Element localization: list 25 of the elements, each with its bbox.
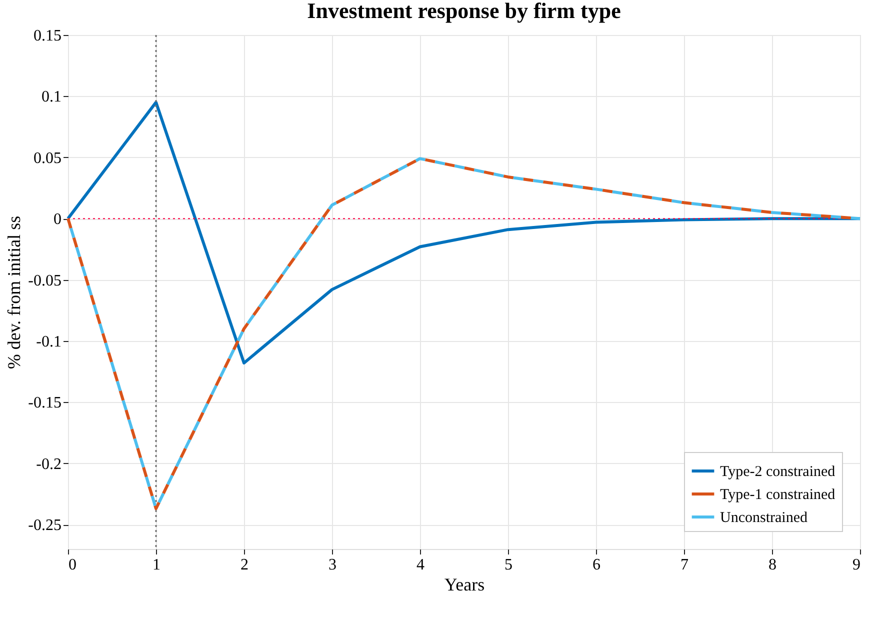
y-tick-label: -0.25	[28, 517, 62, 534]
x-tick-label: 4	[416, 556, 424, 574]
x-tick-label: 9	[852, 556, 860, 574]
legend-label: Unconstrained	[720, 510, 808, 526]
x-tick-label: 5	[504, 556, 512, 574]
x-tick-label: 3	[328, 556, 336, 574]
y-tick-label: -0.15	[28, 394, 62, 412]
x-tick-label: 0	[68, 556, 76, 574]
x-tick-label: 2	[240, 556, 248, 574]
y-tick-label: -0.2	[36, 456, 62, 473]
x-tick-label: 1	[152, 556, 160, 574]
y-tick-label: 0	[54, 211, 62, 228]
x-tick-label: 6	[592, 556, 600, 574]
legend-label: Type-1 constrained	[720, 487, 836, 503]
chart-title: Investment response by firm type	[307, 0, 622, 23]
y-tick-label: -0.05	[28, 272, 62, 290]
y-tick-label: 0.05	[34, 150, 62, 167]
y-tick-label: 0.15	[34, 28, 62, 44]
y-tick-label: -0.1	[36, 333, 62, 350]
x-tick-label: 7	[680, 556, 688, 574]
x-tick-label: 8	[768, 556, 776, 574]
y-tick-label: 0.1	[42, 88, 62, 106]
x-axis-title: Years	[444, 574, 485, 594]
legend-label: Type-2 constrained	[720, 464, 836, 480]
y-axis-title: % dev. from initial ss	[4, 216, 24, 370]
